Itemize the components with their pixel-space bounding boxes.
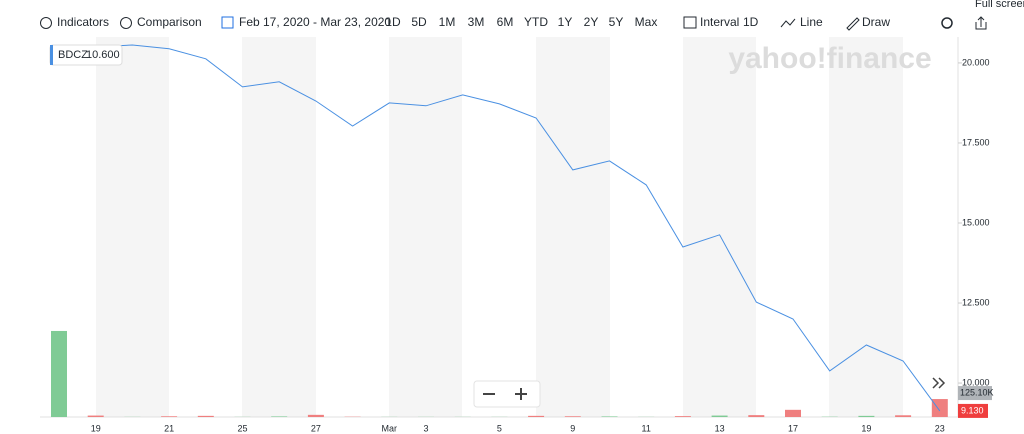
range-button[interactable]: 3M [468,15,485,29]
zoom-control [473,380,541,408]
volume-bar [51,330,67,417]
price-tag [958,403,988,418]
volume-bar [271,416,288,417]
volume-bar [528,415,545,417]
scroll-right-button[interactable] [932,377,946,389]
stripe [683,37,756,417]
volume-bar [858,415,875,417]
volume-bar [785,409,801,417]
range-button[interactable]: 5Y [609,15,624,29]
x-tick-label: 5 [497,423,502,433]
x-tick-label: 17 [788,423,798,433]
y-tick-label: 20.000 [962,57,990,67]
x-tick-label: 11 [642,423,651,433]
full-screen-button[interactable]: Full screen [975,0,1024,10]
share-icon[interactable] [975,16,987,30]
x-tick-label: 27 [311,423,321,433]
range-button[interactable]: 1M [439,15,456,29]
volume-tag-label: 125.10K [960,387,994,397]
price-tag-label: 9.130 [961,405,984,415]
x-tick-label: 21 [164,423,174,433]
x-tick-label: 23 [935,423,945,433]
volume-bar [674,416,691,417]
x-tick-label: 19 [91,423,101,433]
date-range[interactable]: Feb 17, 2020 - Mar 23, 2020 [239,15,391,29]
y-tick-label: 10.000 [962,377,990,387]
line-icon [780,18,796,28]
range-button[interactable]: YTD [524,15,548,29]
stripe [829,37,903,417]
range-button[interactable]: 1Y [558,15,573,29]
icon [40,17,52,29]
range-button[interactable]: 1D [385,15,401,29]
draw-icon [846,17,860,31]
volume-bar [564,416,581,417]
toolbar: Indicators Comparison Feb 17, 2020 - Mar… [40,0,1024,31]
legend-name: BDCZ [58,49,88,61]
volume-bar [307,414,324,417]
x-tick-label: 13 [715,423,725,433]
price-line [58,44,941,412]
volume-bar [161,416,178,417]
volume-bar [197,415,214,417]
calendar-icon [221,16,234,29]
range-button[interactable]: 2Y [584,15,599,29]
x-tick-label: 3 [423,423,428,433]
interval-button[interactable]: Interval [700,15,739,29]
volume-bar [711,415,728,417]
x-tick-label: 25 [237,423,247,433]
range-button[interactable]: Max [635,15,658,29]
icon [120,17,132,29]
zoom-in-button[interactable] [515,388,527,400]
volume-bar [87,415,104,417]
stripe [389,37,462,417]
week-stripes [96,37,903,417]
range-button[interactable]: 6M [497,15,514,29]
draw-button[interactable]: Draw [862,15,890,29]
y-tick-label: 17.500 [962,137,990,147]
watermark: yahoo!finance [728,42,931,75]
interval-icon [683,16,697,29]
volume-bar [601,416,618,417]
volume-bar [895,415,912,417]
volume-bar [748,415,765,417]
volume-tag [958,386,992,401]
y-tick-label: 12.500 [962,297,990,307]
interval-value[interactable]: 1D [743,15,759,29]
x-tick-label: Mar [382,423,398,433]
indicators-button[interactable]: Indicators [57,15,109,29]
settings-icon[interactable] [941,17,953,29]
chart-style-button[interactable]: Line [800,15,823,29]
stripe [536,37,610,417]
x-tick-label: 9 [570,423,575,433]
volume-bar [931,399,948,417]
y-tick-label: 15.000 [962,217,990,227]
stripe [96,37,169,417]
legend-value: 10.600 [86,49,120,61]
legend-swatch [50,45,53,65]
stripe [242,37,316,417]
range-button[interactable]: 5D [411,15,427,29]
comparison-button[interactable]: Comparison [137,15,202,29]
x-tick-label: 19 [861,423,871,433]
